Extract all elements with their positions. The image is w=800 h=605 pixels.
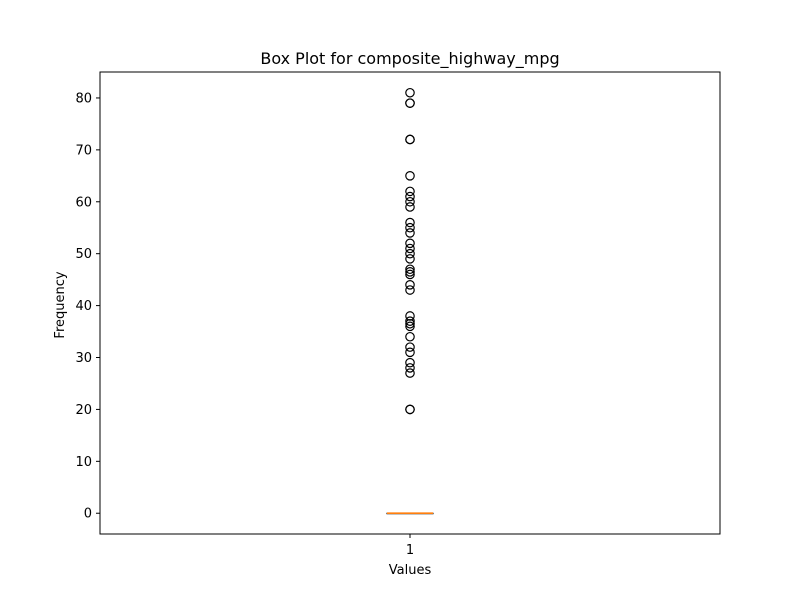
outlier-point <box>405 347 415 358</box>
outlier-point <box>405 228 415 238</box>
outlier-point <box>405 357 415 368</box>
y-tick-label: 60 <box>75 195 92 210</box>
outlier-point <box>405 267 415 277</box>
outlier-point <box>405 264 415 275</box>
outlier-point <box>405 368 415 378</box>
outlier-point <box>405 316 415 326</box>
outlier-point <box>405 98 415 108</box>
outlier-point <box>405 238 415 249</box>
x-axis-label: Values <box>389 563 432 578</box>
x-tick-label: 1 <box>406 543 414 558</box>
outlier-point <box>405 342 415 352</box>
outlier-point <box>405 243 415 254</box>
y-axis-label: Frequency <box>53 271 68 338</box>
outlier-point <box>405 285 415 295</box>
y-tick-label: 10 <box>75 455 92 470</box>
y-tick-label: 0 <box>84 507 92 522</box>
outlier-point <box>405 171 415 181</box>
outlier-point <box>405 87 415 98</box>
chart-title: Box Plot for composite_highway_mpg <box>260 49 559 69</box>
outlier-point <box>405 269 415 280</box>
outlier-point <box>405 186 415 197</box>
plot-layer: 0 10 20 30 40 50 60 70 80 1 <box>75 87 434 558</box>
y-tick-label: 30 <box>75 351 92 366</box>
y-tick-label: 40 <box>75 299 92 314</box>
outlier-point <box>405 222 415 233</box>
outlier-point <box>405 196 415 207</box>
y-tick-label: 50 <box>75 247 92 262</box>
y-tick-label: 70 <box>75 143 92 158</box>
outlier-point <box>405 191 415 202</box>
outlier-point <box>405 254 415 264</box>
outlier-point <box>405 217 415 228</box>
outlier-point <box>405 331 415 342</box>
outlier-point <box>405 311 415 321</box>
outlier-point <box>405 280 415 290</box>
outlier-point <box>405 321 415 332</box>
outlier-point <box>405 248 415 259</box>
outlier-point <box>405 134 415 145</box>
y-tick-label: 20 <box>75 403 92 418</box>
plot-frame <box>99 71 721 535</box>
outlier-point <box>405 202 415 212</box>
outlier-point <box>405 404 415 415</box>
outlier-point <box>405 318 415 329</box>
y-tick-label: 80 <box>75 91 92 106</box>
outlier-point <box>405 363 415 373</box>
